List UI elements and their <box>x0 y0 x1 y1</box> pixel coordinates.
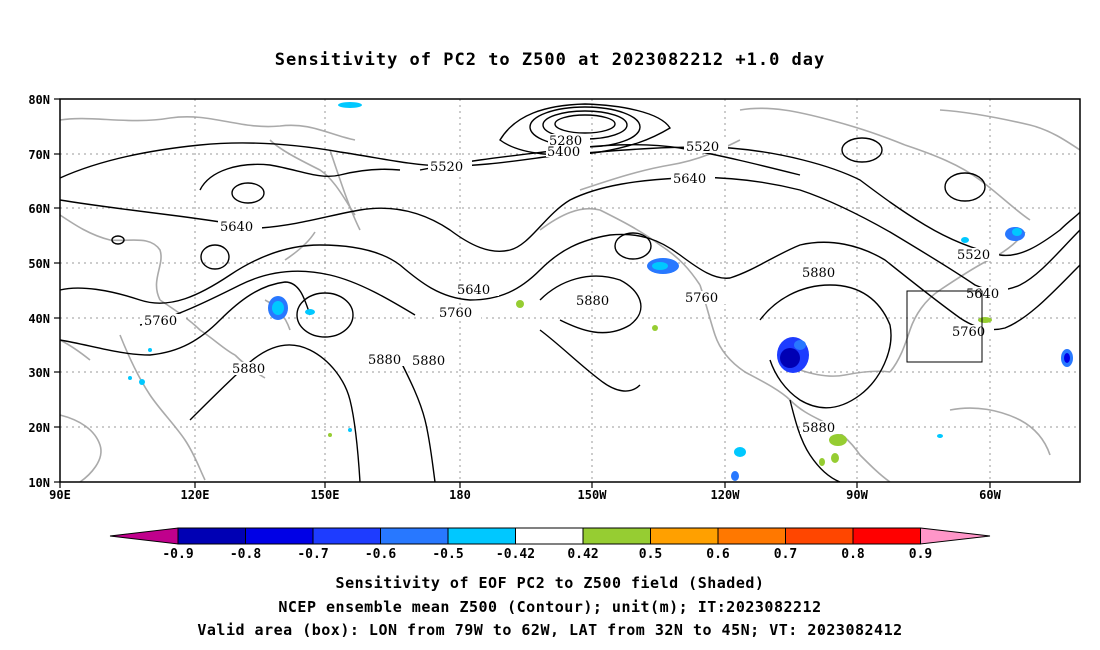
contour-label: 5640 <box>220 220 253 235</box>
lat-label: 50N <box>28 257 50 271</box>
lat-label: 40N <box>28 312 50 326</box>
colorbar-label: -0.9 <box>162 547 193 562</box>
lon-label: 120E <box>181 488 210 502</box>
colorbar-label: -0.8 <box>230 547 261 562</box>
lon-axis <box>59 482 991 488</box>
contour-label: 5880 <box>412 354 445 369</box>
contour-label: 5880 <box>802 266 835 281</box>
colorbar-label: -0.42 <box>496 547 535 562</box>
colorbar-right-triangle <box>920 527 991 545</box>
sensitivity-shading <box>128 102 1073 481</box>
lat-label: 60N <box>28 202 50 216</box>
colorbar-swatch <box>312 527 381 545</box>
colorbar-label: -0.6 <box>365 547 396 562</box>
contour-labels: 5280 5400 5520 5520 5520 5640 5640 5640 … <box>142 134 1008 436</box>
contour-label: 5520 <box>957 248 990 263</box>
contour-label: 5520 <box>430 160 463 175</box>
colorbar-label: 0.42 <box>567 547 598 562</box>
colorbar-swatch <box>515 527 584 545</box>
lat-label: 20N <box>28 421 50 435</box>
colorbar-swatch <box>785 527 854 545</box>
contour-label: 5640 <box>673 172 706 187</box>
lat-axis <box>54 98 60 483</box>
contour-label: 5520 <box>686 140 719 155</box>
colorbar-swatch <box>447 527 516 545</box>
colorbar-swatch <box>245 527 314 545</box>
contour-label: 5760 <box>144 314 177 329</box>
contour-label: 5880 <box>576 294 609 309</box>
colorbar-swatch <box>582 527 651 545</box>
contour-label: 5880 <box>802 421 835 436</box>
lon-label: 120W <box>711 488 741 502</box>
lon-label: 60W <box>979 488 1001 502</box>
contour-label: 5760 <box>685 291 718 306</box>
colorbar-label: 0.8 <box>841 547 865 562</box>
colorbar-label: 0.6 <box>706 547 730 562</box>
colorbar-label: -0.5 <box>432 547 463 562</box>
lon-label: 90E <box>49 488 71 502</box>
lat-label: 80N <box>28 93 50 107</box>
colorbar-left-triangle <box>109 527 179 545</box>
contour-label: 5760 <box>439 306 472 321</box>
colorbar-label: 0.7 <box>774 547 797 562</box>
lat-label: 30N <box>28 366 50 380</box>
colorbar <box>109 527 991 545</box>
lon-label: 180 <box>449 488 471 502</box>
colorbar-swatch <box>380 527 449 545</box>
lon-label: 150E <box>311 488 340 502</box>
lon-label: 90W <box>846 488 868 502</box>
caption-contour: NCEP ensemble mean Z500 (Contour); unit(… <box>278 598 822 616</box>
lat-label: 70N <box>28 148 50 162</box>
caption-shading: Sensitivity of EOF PC2 to Z500 field (Sh… <box>335 574 765 592</box>
contour-label: 5640 <box>457 283 490 298</box>
caption-valid-area: Valid area (box): LON from 79W to 62W, L… <box>197 621 903 639</box>
contour-label: 5880 <box>368 353 401 368</box>
colorbar-label: 0.5 <box>639 547 662 562</box>
lon-label: 150W <box>578 488 608 502</box>
colorbar-swatch <box>177 527 246 545</box>
colorbar-label: -0.7 <box>297 547 328 562</box>
colorbar-swatch <box>650 527 719 545</box>
colorbar-label: 0.9 <box>909 547 932 562</box>
contour-label: 5760 <box>952 325 985 340</box>
contour-label: 5640 <box>966 287 999 302</box>
colorbar-swatch <box>717 527 786 545</box>
lat-label: 10N <box>28 476 50 490</box>
contour-label: 5880 <box>232 362 265 377</box>
colorbar-swatch <box>852 527 921 545</box>
valid-area-box <box>906 290 983 363</box>
plot-frame <box>59 98 1081 483</box>
contour-label: 5400 <box>547 145 580 160</box>
map-title: Sensitivity of PC2 to Z500 at 2023082212… <box>274 50 826 70</box>
